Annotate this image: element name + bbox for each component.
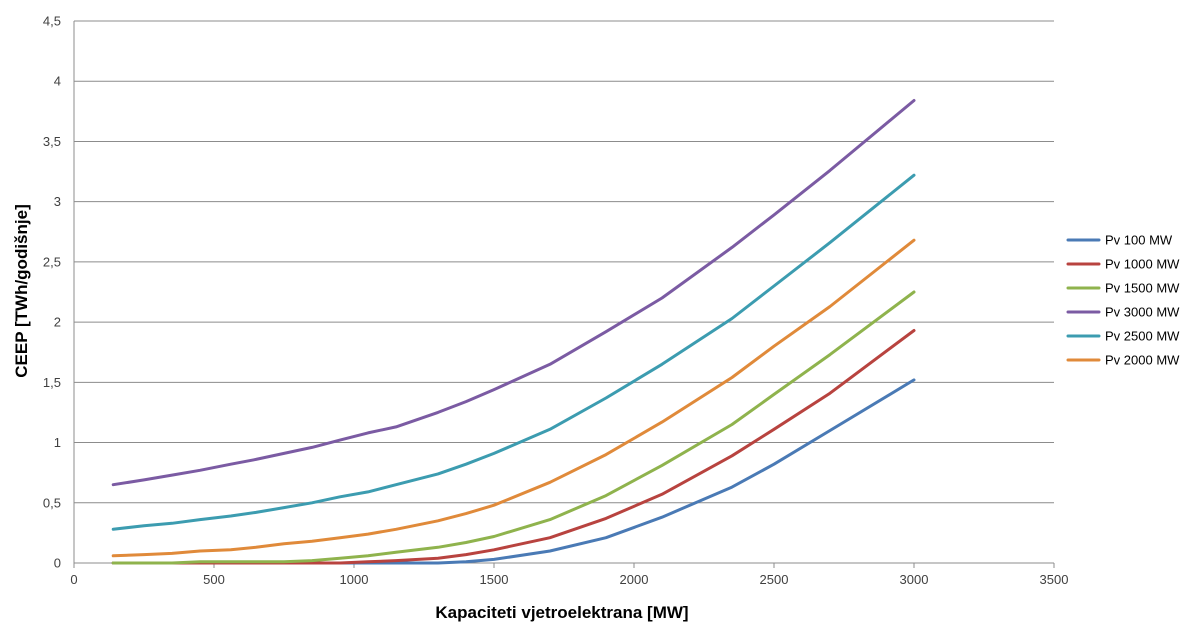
y-tick-label: 2,5 [43, 254, 61, 269]
series-lines [111, 99, 916, 565]
y-tick-label: 3 [54, 194, 61, 209]
x-tick-label: 3500 [1040, 572, 1069, 587]
series-line-3 [111, 290, 916, 565]
series-line-2 [111, 329, 916, 565]
series-line-4 [111, 99, 916, 487]
x-tick-label: 2000 [620, 572, 649, 587]
y-tick-label: 4 [54, 74, 61, 89]
y-tick-labels: 0 0,5 1 1,5 2 2,5 3 3,5 4 4,5 [43, 14, 61, 571]
x-axis-title: Kapaciteti vjetroelektrana [MW] [435, 603, 688, 622]
y-tick-label: 2 [54, 315, 61, 330]
x-tick-label: 1000 [340, 572, 369, 587]
grid-lines [74, 20, 1054, 564]
y-tick-label: 3,5 [43, 134, 61, 149]
series-line-1 [111, 378, 916, 565]
legend: Pv 100 MW Pv 1000 MW Pv 1500 MW Pv 3000 MW P… [1066, 233, 1180, 368]
y-axis-title: CEEP [TWh/godišnje] [12, 204, 31, 377]
legend-label: Pv 3000 MW [1105, 305, 1180, 320]
x-tick-label: 2500 [760, 572, 789, 587]
x-tick-label: 1500 [480, 572, 509, 587]
y-tick-label: 1 [54, 435, 61, 450]
y-tick-label: 0 [54, 556, 61, 571]
x-tick-labels: 0 500 1000 1500 2000 2500 3000 3500 [70, 572, 1068, 587]
legend-label: Pv 2000 MW [1105, 353, 1180, 368]
series-line-5 [111, 173, 916, 531]
x-tick-label: 3000 [900, 572, 929, 587]
legend-label: Pv 1500 MW [1105, 281, 1180, 296]
x-tick-label: 500 [203, 572, 225, 587]
legend-label: Pv 100 MW [1105, 233, 1173, 248]
axes [73, 21, 1055, 568]
series-line-6 [111, 238, 916, 558]
x-tick-label: 0 [70, 572, 77, 587]
legend-label: Pv 2500 MW [1105, 329, 1180, 344]
y-tick-label: 1,5 [43, 375, 61, 390]
y-tick-label: 0,5 [43, 495, 61, 510]
y-tick-label: 4,5 [43, 14, 61, 29]
legend-label: Pv 1000 MW [1105, 257, 1180, 272]
